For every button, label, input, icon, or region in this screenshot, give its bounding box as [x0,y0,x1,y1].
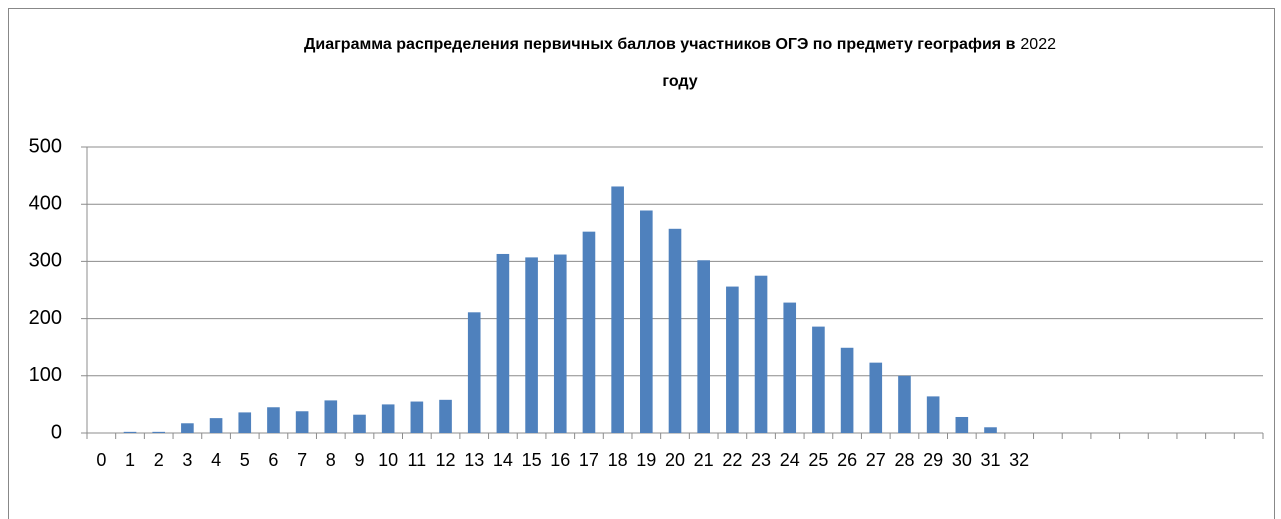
y-tick-label: 200 [29,307,62,329]
y-tick-label: 0 [51,421,62,443]
title-part: Диаграмма распределения первичных баллов… [304,36,1016,53]
bar [496,253,510,433]
x-tick-label: 10 [378,450,398,470]
x-tick-label: 20 [665,450,685,470]
x-tick-label: 32 [1009,450,1029,470]
x-tick-label: 17 [579,450,599,470]
x-tick-label: 26 [837,450,857,470]
x-tick-label: 25 [808,450,828,470]
chart-title: году [662,73,697,90]
bar [238,412,252,433]
x-tick-label: 27 [866,450,886,470]
x-tick-label: 30 [952,450,972,470]
x-tick-label: 6 [268,450,278,470]
bar [123,431,137,433]
x-tick-label: 11 [408,450,427,470]
chart-frame [8,8,1275,519]
bar [840,347,854,433]
x-tick-label: 0 [96,450,106,470]
x-tick-label: 22 [722,450,742,470]
bar [640,210,653,433]
bar [812,326,825,433]
x-tick-label: 19 [636,450,656,470]
bar [984,427,997,433]
y-tick-label: 400 [29,192,62,214]
x-tick-label: 5 [240,450,250,470]
x-tick-label: 16 [550,450,570,470]
y-tick-label: 100 [29,364,62,386]
bar [783,302,797,433]
bar [295,411,309,433]
x-tick-label: 7 [297,450,307,470]
x-tick-label: 24 [780,450,800,470]
x-tick-label: 18 [608,450,628,470]
bar [668,228,682,433]
bar [181,423,194,433]
bar [267,407,280,433]
y-tick-label: 500 [29,135,62,157]
bar [553,254,567,433]
bar [697,260,710,433]
chart-title: Диаграмма распределения первичных баллов… [304,36,1056,53]
bar [926,396,940,433]
x-tick-label: 1 [125,450,135,470]
bar [582,231,596,433]
x-tick-label: 31 [980,450,1000,470]
bar [525,257,538,433]
title-part: 2022 [1020,36,1056,53]
bar [869,362,883,433]
bar [324,400,338,433]
x-tick-label: 28 [894,450,914,470]
x-tick-label: 15 [522,450,542,470]
x-tick-label: 23 [751,450,771,470]
bar [726,286,739,433]
x-tick-label: 9 [354,450,364,470]
bar [955,416,969,433]
bar [467,312,481,433]
bar [439,399,452,433]
x-tick-label: 3 [182,450,192,470]
bar [152,431,166,433]
bar [209,418,223,433]
bar [410,401,424,433]
bar [353,414,366,433]
x-tick-label: 13 [464,450,484,470]
bar [898,375,911,433]
x-tick-label: 8 [326,450,336,470]
x-tick-label: 14 [493,450,513,470]
x-tick-label: 2 [154,450,164,470]
x-tick-label: 21 [694,450,714,470]
y-tick-label: 300 [29,250,62,272]
bar [381,404,395,433]
x-tick-label: 29 [923,450,943,470]
x-tick-label: 4 [211,450,221,470]
bar [611,186,624,433]
bar [754,275,768,433]
x-tick-label: 12 [436,450,456,470]
